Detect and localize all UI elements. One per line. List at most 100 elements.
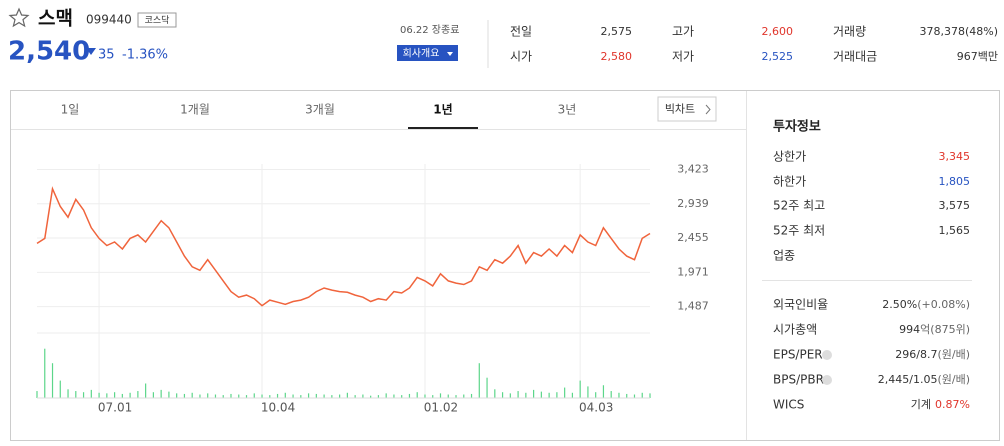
volume-bar	[323, 394, 325, 398]
current-price: 2,540	[8, 37, 90, 67]
volume-bar	[362, 394, 364, 398]
volume-bar	[176, 393, 178, 398]
volume-bar	[595, 392, 597, 398]
info-label: 하한가	[773, 175, 806, 189]
y-tick-label: 3,423	[677, 162, 709, 175]
volume-bar	[346, 392, 348, 398]
volume-bar	[354, 395, 356, 398]
volume-bar	[121, 393, 123, 398]
stat-value: 967백만	[957, 50, 998, 63]
volume-bar	[145, 383, 147, 398]
volume-bar	[494, 389, 496, 398]
volume-bar	[517, 391, 519, 398]
volume-bar	[571, 392, 574, 398]
volume-bar	[385, 393, 387, 398]
volume-bar	[486, 377, 488, 398]
stat-label: 거래대금	[833, 50, 877, 64]
volume-bar	[199, 394, 201, 398]
volume-bar	[222, 395, 224, 398]
volume-bar	[183, 393, 186, 398]
chevron	[705, 104, 711, 115]
volume-bar	[579, 380, 581, 398]
market-tag: 코스닥	[145, 15, 170, 26]
tab[interactable]: 1개월	[180, 103, 210, 117]
info-value: 1,805	[939, 175, 971, 188]
info-value-sub: (원/배)	[937, 348, 970, 361]
volume-bar	[253, 393, 255, 398]
change-rate: -1.36%	[122, 48, 168, 63]
tab[interactable]: 1일	[61, 103, 80, 117]
info-value-sub: 0.87%	[935, 398, 970, 411]
volume-bar	[36, 391, 38, 398]
volume-bar	[548, 392, 550, 398]
volume-bar	[113, 392, 116, 398]
tab[interactable]: 3개월	[305, 103, 335, 117]
volume-bar	[509, 393, 511, 398]
volume-bar	[152, 392, 154, 398]
volume-bar	[370, 395, 372, 398]
company-button[interactable]	[397, 45, 458, 61]
volume-bar	[98, 392, 100, 398]
tab[interactable]: 1년	[433, 103, 452, 117]
tab[interactable]: 3년	[558, 103, 577, 117]
company-button-label[interactable]: 회사개요	[403, 48, 440, 60]
stat-value: 378,378(48%)	[919, 25, 998, 38]
volume-bar	[59, 380, 61, 398]
volume-bar	[556, 392, 558, 398]
info-value-main: 2.50%	[882, 298, 917, 311]
active-tab-underline	[408, 127, 478, 129]
volume-bar	[641, 392, 643, 398]
plot: 3,423 2,939 2,455 1,971 1,487 07.01 10.04 01.02…	[36, 162, 709, 415]
volume-bar	[602, 385, 605, 398]
volume-bar	[51, 363, 54, 398]
volume-bar	[137, 391, 139, 398]
info-value-sub: (원/배)	[937, 373, 970, 386]
info-label: WICS	[773, 398, 804, 412]
volume-bar	[416, 392, 418, 398]
volume-bar	[649, 393, 651, 398]
tabs: 1일 1개월 3개월 1년 3년	[61, 103, 577, 129]
volume-bar	[455, 395, 457, 398]
stat-label: 저가	[672, 50, 694, 64]
stat-label: 거래량	[833, 25, 866, 39]
y-tick-label: 2,455	[677, 231, 709, 244]
info-value: 1,565	[939, 224, 971, 237]
help-icon[interactable]	[822, 375, 832, 385]
x-tick-label: 04.03	[579, 401, 613, 415]
stat-value: 2,575	[601, 25, 633, 38]
volume-bar	[207, 393, 209, 398]
info-title: 투자정보	[773, 119, 821, 135]
volume-bar	[230, 393, 232, 398]
stat-value: 2,525	[762, 50, 794, 63]
volume-bar	[276, 393, 279, 398]
stat-label: 시가	[510, 50, 532, 64]
volume-bar	[393, 394, 395, 398]
big-chart-label[interactable]: 빅차트	[665, 103, 695, 116]
volume-bar	[90, 389, 92, 398]
big-chart-button[interactable]	[657, 96, 717, 122]
star-icon[interactable]	[8, 7, 30, 28]
volume-bar	[501, 392, 504, 398]
stat-value: 2,600	[762, 25, 794, 38]
volume-bar	[587, 386, 589, 398]
info-label: BPS/PBR	[773, 373, 824, 387]
chart-box	[10, 90, 1000, 441]
info-label: 시가총액	[773, 323, 817, 337]
info-value-main: 2,445/1.05	[878, 373, 938, 386]
volume-bar	[470, 393, 473, 398]
stats: 전일 2,575 고가 2,600 거래량 378,378(48%) 시가 2,580 저가 2,…	[510, 25, 998, 64]
volume-bar	[439, 393, 442, 398]
info-value: 3,575	[939, 199, 971, 212]
volume-bar	[191, 392, 193, 398]
info-value: 기계 0.87%	[911, 398, 970, 411]
help-icon[interactable]	[822, 350, 832, 360]
info-label: 52주 최저	[773, 224, 825, 238]
volume-bar	[44, 348, 46, 398]
info-value-main: 994	[899, 323, 920, 336]
info-value: 296/8.7(원/배)	[895, 348, 970, 361]
volume-bar	[463, 394, 465, 398]
info-value: 2.50%(+0.08%)	[882, 298, 970, 311]
stock-name: 스맥	[38, 8, 73, 30]
